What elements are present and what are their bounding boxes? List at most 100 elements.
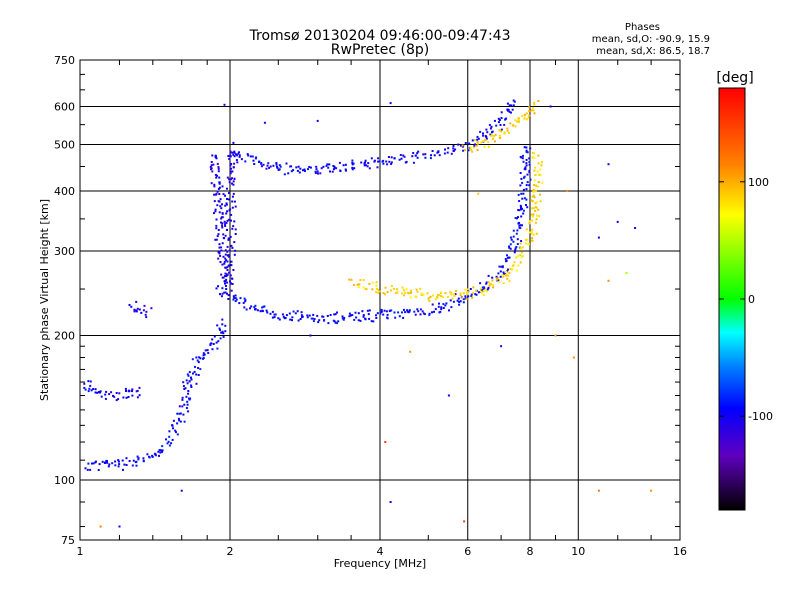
echo-point bbox=[231, 182, 233, 185]
echo-point bbox=[434, 298, 437, 301]
echo-point bbox=[231, 206, 234, 209]
echo-point bbox=[370, 157, 373, 160]
echo-point bbox=[405, 160, 408, 163]
echo-point bbox=[181, 398, 184, 401]
echo-point bbox=[572, 356, 575, 359]
colorbar-label: [deg] bbox=[716, 70, 753, 86]
echo-point bbox=[442, 296, 445, 299]
echo-point bbox=[527, 116, 530, 119]
echo-point bbox=[306, 316, 309, 319]
echo-point bbox=[482, 140, 485, 143]
echo-point bbox=[482, 132, 484, 135]
echo-point bbox=[507, 109, 510, 111]
echo-point bbox=[191, 358, 194, 361]
echo-point bbox=[468, 142, 471, 145]
echo-point bbox=[410, 291, 413, 294]
echo-point bbox=[522, 154, 524, 157]
echo-point bbox=[159, 451, 162, 454]
echo-point bbox=[507, 274, 510, 277]
echo-point bbox=[218, 327, 221, 330]
echo-point bbox=[178, 405, 181, 408]
echo-point bbox=[178, 419, 181, 422]
echo-point bbox=[266, 164, 269, 167]
echo-point bbox=[192, 372, 194, 375]
echo-point bbox=[377, 160, 380, 163]
echo-point bbox=[221, 222, 224, 225]
echo-point bbox=[512, 229, 515, 232]
echo-point bbox=[221, 323, 224, 326]
echo-point bbox=[278, 168, 281, 171]
chart-subtitle: RwPretec (8p) bbox=[331, 42, 429, 58]
echo-point bbox=[87, 390, 90, 393]
echo-point bbox=[447, 147, 450, 150]
echo-point bbox=[528, 184, 531, 187]
echo-point bbox=[217, 166, 220, 169]
echo-point bbox=[512, 240, 515, 243]
echo-point bbox=[260, 165, 263, 168]
echo-point bbox=[226, 260, 229, 263]
echo-point bbox=[122, 396, 125, 399]
echo-point bbox=[362, 314, 365, 317]
echo-point bbox=[100, 395, 103, 398]
echo-point bbox=[84, 388, 87, 391]
echo-point bbox=[511, 108, 514, 111]
echo-point bbox=[148, 456, 151, 459]
echo-point bbox=[328, 163, 331, 166]
echo-point bbox=[227, 155, 230, 157]
echo-point bbox=[377, 291, 380, 294]
echo-point bbox=[390, 161, 393, 164]
echo-point bbox=[224, 279, 227, 282]
echo-point bbox=[492, 135, 495, 138]
y-tick-label: 100 bbox=[54, 474, 75, 487]
echo-point bbox=[277, 168, 280, 171]
echo-point bbox=[490, 125, 493, 128]
echo-point bbox=[406, 309, 409, 312]
echo-point bbox=[225, 212, 228, 215]
echo-point bbox=[532, 188, 535, 191]
echo-point bbox=[497, 117, 500, 120]
echo-point bbox=[303, 168, 306, 171]
echo-point bbox=[220, 207, 223, 210]
echo-point bbox=[221, 263, 224, 266]
echo-point bbox=[531, 156, 534, 159]
echo-point bbox=[224, 225, 227, 227]
echo-point bbox=[428, 313, 431, 316]
echo-point bbox=[512, 104, 515, 107]
echo-point bbox=[296, 310, 299, 313]
echo-point bbox=[287, 172, 290, 175]
echo-point bbox=[440, 291, 443, 294]
echo-point bbox=[512, 99, 515, 102]
y-tick-label: 500 bbox=[54, 139, 75, 152]
echo-point bbox=[371, 288, 374, 291]
echo-point bbox=[519, 242, 522, 245]
echo-point bbox=[390, 156, 393, 159]
echo-point bbox=[230, 167, 232, 170]
echo-point bbox=[525, 228, 528, 231]
echo-point bbox=[221, 185, 224, 188]
echo-point bbox=[315, 165, 318, 168]
echo-point bbox=[230, 151, 233, 154]
echo-point bbox=[506, 102, 509, 105]
echo-point bbox=[516, 217, 518, 220]
echo-point bbox=[288, 312, 291, 315]
chart-title: Tromsø 20130204 09:46:00-09:47:43 bbox=[249, 28, 511, 44]
echo-point bbox=[533, 196, 536, 199]
echo-point bbox=[433, 154, 436, 157]
echo-point bbox=[457, 297, 460, 300]
echo-point bbox=[215, 227, 218, 230]
echo-point bbox=[228, 249, 231, 252]
echo-point bbox=[462, 292, 465, 295]
x-tick-label: 10 bbox=[571, 545, 585, 558]
echo-point bbox=[353, 167, 356, 170]
echo-point bbox=[479, 130, 482, 133]
echo-point bbox=[527, 243, 530, 246]
echo-point bbox=[226, 198, 228, 200]
echo-point bbox=[393, 311, 396, 314]
echo-point bbox=[114, 460, 117, 463]
echo-point bbox=[440, 295, 443, 297]
echo-point bbox=[480, 141, 483, 144]
echo-point bbox=[196, 359, 199, 362]
echo-point bbox=[525, 150, 528, 153]
echo-point bbox=[517, 120, 520, 123]
